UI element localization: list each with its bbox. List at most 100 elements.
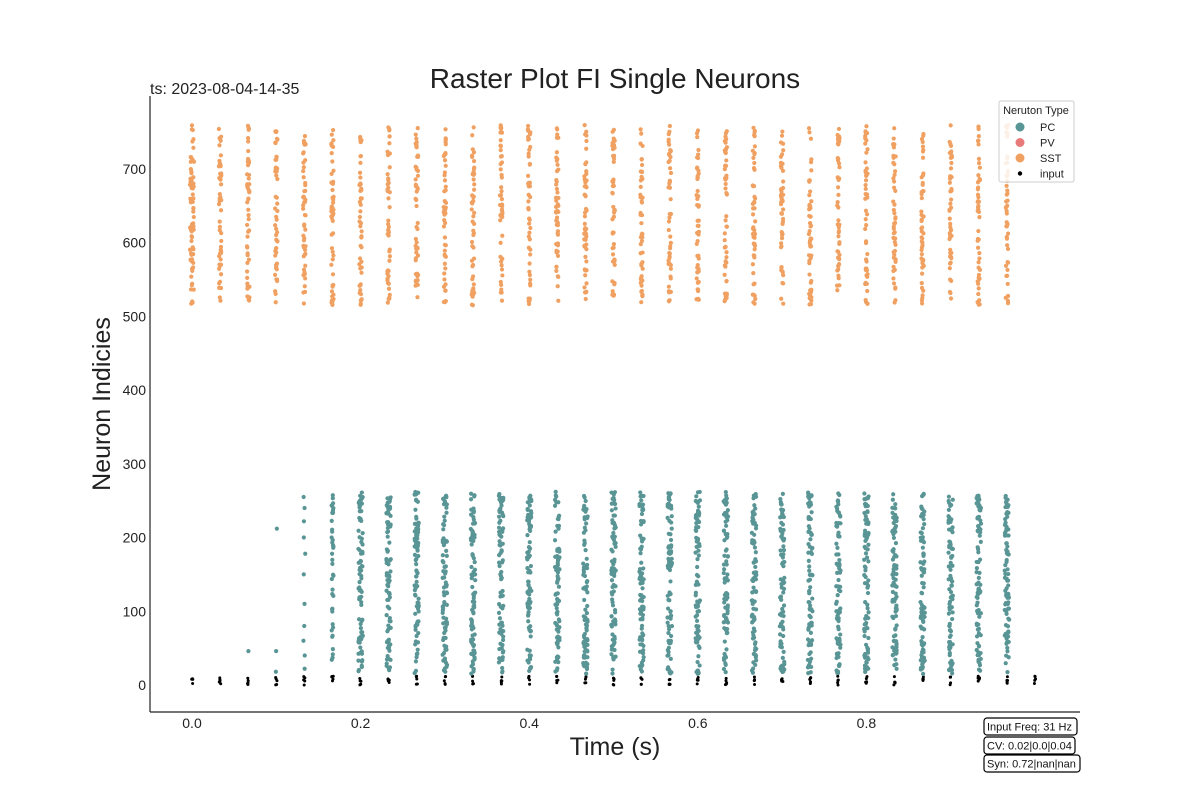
- sst-spike: [526, 296, 531, 301]
- pc-spike: [694, 544, 699, 549]
- sst-spike: [807, 291, 812, 296]
- sst-spike: [638, 242, 643, 247]
- pc-spike: [948, 567, 953, 572]
- sst-spike: [385, 182, 390, 187]
- pc-spike: [780, 555, 786, 560]
- sst-spike: [779, 264, 784, 270]
- pc-spike: [864, 660, 869, 665]
- pc-spike: [1003, 520, 1008, 525]
- sst-spike: [1005, 231, 1011, 236]
- pc-spike: [527, 540, 532, 545]
- sst-spike: [724, 250, 729, 255]
- pc-spike: [609, 508, 614, 513]
- pc-spike: [387, 558, 392, 563]
- sst-spike: [330, 231, 336, 236]
- sst-spike: [555, 162, 560, 167]
- sst-spike: [469, 239, 475, 245]
- pc-spike: [946, 550, 951, 555]
- pc-spike: [584, 556, 589, 561]
- info-box: [983, 717, 1078, 736]
- sst-spike: [808, 136, 814, 141]
- pc-spike: [950, 530, 955, 535]
- pc-spike: [781, 552, 786, 557]
- sst-spike: [582, 221, 587, 226]
- pc-spike: [836, 624, 841, 629]
- pc-spike: [388, 619, 393, 624]
- sst-spike: [892, 126, 897, 131]
- sst-spike: [864, 212, 870, 217]
- pc-spike: [976, 667, 982, 672]
- sst-spike: [301, 243, 306, 248]
- sst-spike: [695, 176, 700, 182]
- pc-spike: [414, 562, 419, 567]
- sst-spike: [919, 271, 925, 276]
- pc-spike: [922, 658, 927, 663]
- pc-spike: [585, 603, 590, 609]
- sst-spike: [695, 188, 700, 194]
- sst-spike: [781, 273, 786, 278]
- pc-spike: [753, 645, 758, 651]
- sst-spike: [584, 247, 589, 252]
- pc-spike: [584, 521, 589, 526]
- sst-spike: [471, 166, 477, 172]
- sst-spike: [610, 190, 615, 195]
- pc-spike: [555, 591, 560, 596]
- y-tick-label: 200: [123, 530, 147, 546]
- pc-spike: [753, 655, 758, 660]
- sst-spike: [668, 276, 673, 281]
- pc-spike: [921, 585, 926, 590]
- pc-spike: [612, 513, 617, 518]
- pc-spike: [639, 560, 644, 565]
- sst-spike: [245, 260, 250, 265]
- input-spike: [555, 678, 559, 682]
- sst-spike: [864, 138, 869, 143]
- input-spike: [584, 675, 588, 679]
- pc-spike: [301, 494, 306, 500]
- sst-spike: [554, 186, 560, 192]
- sst-spike: [722, 272, 727, 277]
- sst-spike: [413, 164, 418, 169]
- sst-spike: [584, 208, 589, 213]
- pc-spike: [665, 606, 671, 611]
- input-spike: [302, 683, 306, 687]
- sst-spike: [920, 225, 925, 230]
- pc-spike: [694, 499, 700, 504]
- sst-spike: [499, 172, 504, 178]
- pc-spike: [866, 559, 871, 564]
- pc-spike: [946, 611, 951, 616]
- pc-spike: [946, 577, 951, 582]
- pc-spike: [388, 513, 393, 518]
- sst-spike: [498, 240, 503, 245]
- pc-spike: [302, 505, 307, 511]
- sst-spike: [640, 143, 645, 149]
- pc-spike: [890, 572, 895, 577]
- pc-spike: [862, 491, 867, 496]
- sst-spike: [415, 168, 421, 173]
- sst-spike: [949, 149, 954, 154]
- pc-spike: [413, 611, 418, 616]
- sst-spike: [218, 257, 223, 262]
- sst-spike: [779, 235, 785, 241]
- pc-spike: [950, 671, 955, 676]
- pc-spike: [666, 630, 671, 636]
- pc-spike: [836, 584, 841, 589]
- pc-spike: [583, 528, 588, 533]
- pc-spike: [638, 598, 643, 603]
- pc-spike: [751, 585, 756, 590]
- pc-spike: [751, 626, 756, 631]
- sst-spike: [471, 231, 476, 236]
- sst-spike: [274, 129, 279, 134]
- pc-spike: [555, 638, 561, 644]
- sst-spike: [639, 131, 644, 136]
- pc-spike: [806, 558, 811, 563]
- sst-spike: [218, 251, 223, 256]
- pc-spike: [669, 514, 674, 519]
- sst-spike: [865, 288, 870, 294]
- pc-spike: [444, 582, 449, 587]
- pc-spike: [612, 621, 618, 626]
- pc-spike: [1005, 544, 1010, 549]
- pc-spike: [637, 569, 642, 574]
- sst-spike: [610, 143, 615, 148]
- pc-spike: [496, 602, 502, 607]
- pc-spike: [469, 542, 474, 547]
